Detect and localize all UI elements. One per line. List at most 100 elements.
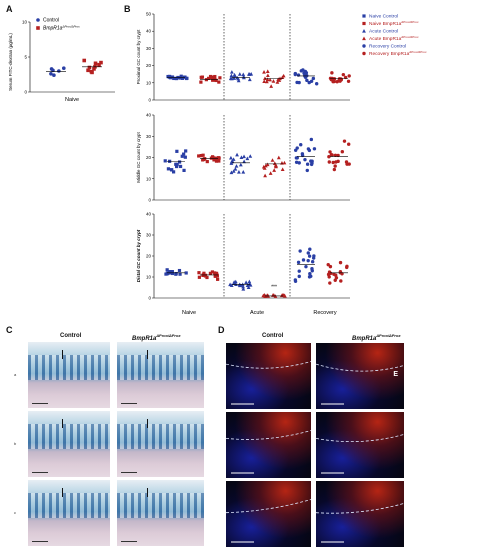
scale-bar: [121, 472, 137, 473]
panel-b-point: [210, 270, 215, 274]
panel-b-legend-label: Naive Control: [369, 14, 398, 20]
panel-b-point: [298, 249, 302, 253]
panel-b-point: [347, 74, 351, 78]
panel-label-c: C: [6, 325, 13, 335]
panel-d-fluorescence-image: E: [316, 343, 404, 409]
panel-c-row-label: b: [14, 441, 17, 446]
panel-b-ylabel: Proximal GC count by crypt: [136, 29, 141, 85]
panel-b-point: [232, 76, 236, 80]
arrow-marker: [62, 349, 63, 359]
panel-d-fluorescence-image: [226, 412, 311, 478]
panel-b-point: [265, 73, 270, 78]
panel-b-point: [241, 287, 246, 291]
panel-b-legend-marker: [362, 36, 366, 41]
panel-b-point: [265, 162, 270, 167]
panel-b-point: [293, 279, 298, 283]
panel-b-point: [338, 260, 343, 265]
panel-b-point: [211, 155, 215, 159]
epithelium-boundary: [226, 361, 311, 369]
panel-b-point: [216, 277, 220, 281]
panel-b-point: [294, 160, 299, 164]
panel-label-a: A: [6, 4, 13, 14]
panel-b-point: [307, 254, 312, 258]
panel-a-point: [82, 58, 87, 63]
panel-b-point: [217, 156, 221, 160]
panel-b-point: [178, 76, 182, 80]
panel-a-point: [49, 67, 54, 71]
panel-b-point: [233, 166, 238, 171]
panel-b-point: [236, 76, 241, 81]
panel-b-point: [303, 157, 307, 162]
panel-b-point: [169, 168, 174, 172]
panel-b-point: [314, 82, 319, 86]
panel-a-xlabel: Naive: [65, 97, 79, 103]
panel-a-legend-label: Control: [43, 18, 59, 24]
panel-b-point: [330, 153, 334, 157]
panel-b-ytick: 40: [146, 29, 152, 34]
panel-b-point: [263, 163, 268, 168]
panel-b-legend-label: Acute BmpR1aΔProx/ΔProx: [369, 35, 419, 42]
panel-label-b: B: [124, 4, 131, 14]
epithelium-boundary: [226, 430, 311, 440]
panel-b-point: [203, 274, 208, 278]
panel-b-point: [347, 162, 351, 166]
panel-b-point: [308, 247, 312, 251]
panel-b-point: [163, 159, 167, 163]
arrow-marker: [147, 487, 148, 497]
epithelium-boundary: [226, 499, 311, 514]
panel-b-point: [282, 293, 287, 298]
panel-label-d: D: [218, 325, 225, 335]
panel-c-row-label: c: [14, 510, 16, 515]
panel-b-point: [328, 271, 333, 276]
panel-b-legend-marker: [362, 14, 366, 18]
panel-b-point: [327, 160, 332, 164]
panel-b-point: [218, 76, 222, 80]
panel-b-point: [212, 158, 216, 162]
panel-b-point: [276, 155, 281, 160]
panel-b-point: [248, 154, 253, 158]
panel-b-point: [281, 73, 286, 78]
panel-b-point: [301, 68, 305, 72]
panel-b-point: [238, 162, 243, 167]
panel-b-point: [301, 258, 306, 262]
panel-b-point: [177, 268, 182, 273]
epithelium-boundary: [316, 434, 404, 443]
panel-b-point: [262, 70, 266, 74]
panel-b-point: [309, 137, 314, 142]
panel-b-point: [247, 279, 252, 284]
panel-b-point: [174, 272, 178, 276]
scale-bar: [121, 541, 137, 542]
panel-d-header-mutant: BmpR1aΔProx/ΔProx: [352, 333, 401, 342]
panel-b-point: [268, 77, 272, 82]
panel-b-point: [249, 72, 254, 76]
panel-b-point: [229, 161, 234, 165]
panel-b-point: [213, 271, 217, 275]
panel-b-point: [328, 264, 333, 269]
panel-b-point: [214, 271, 219, 275]
panel-b-point: [244, 280, 248, 284]
panel-b-point: [341, 72, 346, 77]
panel-b-point: [182, 152, 186, 156]
crypt-texture: [28, 493, 110, 519]
panel-b-point: [180, 154, 184, 158]
panel-b-chart: 0 10 20 30 40 50 Proximal GC count by crypt 0 10…: [136, 12, 427, 317]
panel-b-point: [237, 72, 242, 76]
panel-b-point: [247, 282, 252, 286]
panel-b-point: [264, 79, 269, 84]
panel-c-micrograph: [117, 411, 204, 477]
panel-b-point: [229, 70, 234, 74]
panel-b-ytick: 30: [146, 233, 152, 238]
panel-b-point: [199, 75, 203, 79]
panel-b-point: [202, 157, 206, 162]
panel-b-point: [164, 272, 168, 276]
arrow-marker: [62, 418, 63, 428]
panel-b-point: [338, 79, 342, 83]
panel-b-point: [208, 271, 213, 275]
panel-a-point: [93, 61, 98, 66]
panel-b-ytick: 20: [146, 254, 152, 259]
panel-b-point: [214, 159, 219, 163]
panel-b-point: [295, 146, 299, 150]
panel-b-point: [330, 71, 334, 75]
panel-b-point: [306, 251, 310, 255]
panel-b-point: [293, 71, 298, 76]
